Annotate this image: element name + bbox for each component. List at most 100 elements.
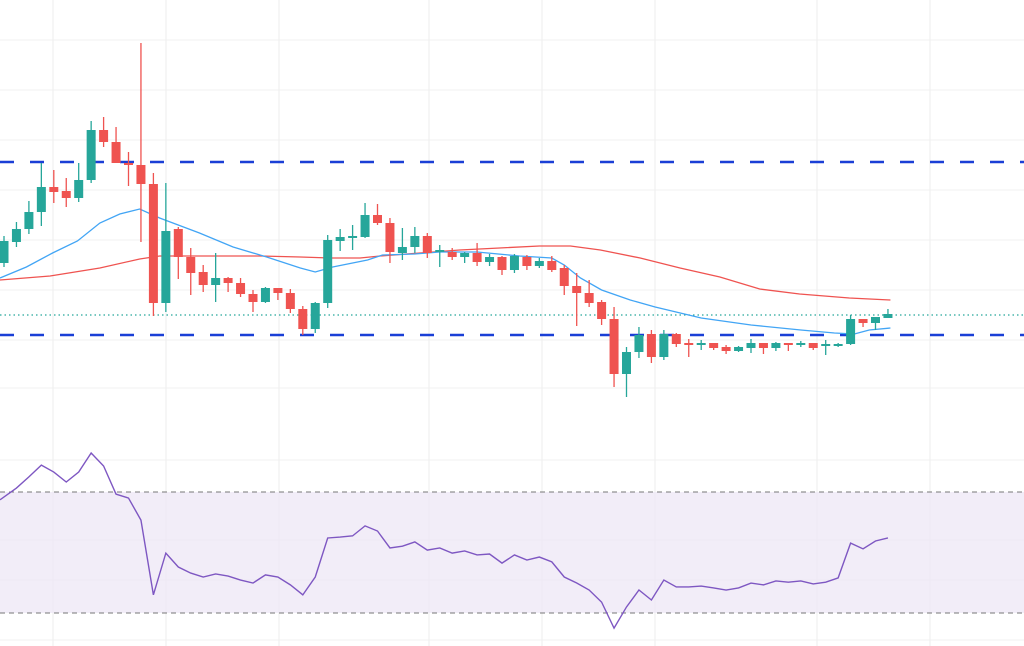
candle-body: [99, 130, 109, 142]
candle-body: [298, 309, 308, 329]
candle-body: [61, 191, 71, 198]
candle-up: [659, 330, 669, 360]
candle-up: [509, 254, 519, 273]
candle-up: [260, 287, 270, 303]
candle-up: [435, 245, 445, 267]
candle-down: [385, 218, 395, 263]
candle-down: [49, 170, 59, 203]
candle-up: [36, 163, 46, 226]
candle-up: [24, 201, 34, 234]
candle-body: [136, 165, 146, 184]
candle-body: [771, 343, 781, 348]
candle-down: [248, 290, 258, 312]
candle-down: [148, 173, 158, 316]
candle-body: [285, 293, 295, 309]
candle-down: [783, 343, 793, 351]
candle-down: [99, 117, 109, 147]
candle-down: [422, 233, 432, 258]
candle-down: [709, 343, 719, 350]
candle-up: [634, 327, 644, 358]
candle-body: [422, 236, 432, 253]
candle-down: [597, 300, 607, 325]
candle-down: [671, 333, 681, 347]
candle-body: [522, 257, 532, 266]
candle-body: [11, 229, 21, 242]
candle-up: [335, 229, 345, 251]
candle-down: [472, 243, 482, 266]
candle-body: [858, 319, 868, 323]
candle-body: [447, 252, 457, 257]
candle-body: [534, 261, 544, 266]
candle-body: [348, 236, 358, 238]
candle-body: [435, 250, 445, 252]
candle-body: [634, 335, 644, 352]
candle-body: [236, 283, 246, 294]
candle-up: [696, 340, 706, 350]
candle-body: [485, 257, 495, 262]
candle-down: [373, 204, 382, 225]
candles: [0, 43, 893, 397]
candle-body: [584, 293, 594, 303]
candle-body: [671, 334, 681, 344]
candle-body: [783, 343, 793, 345]
candle-body: [410, 236, 420, 247]
candle-body: [547, 261, 557, 270]
candle-down: [609, 307, 619, 387]
candle-up: [846, 315, 856, 345]
candle-body: [273, 288, 283, 293]
candle-body: [111, 142, 121, 163]
candle-down: [684, 339, 694, 357]
candle-down: [559, 265, 569, 295]
candle-body: [0, 241, 9, 263]
candle-body: [572, 286, 582, 293]
candle-body: [721, 347, 731, 351]
candle-up: [0, 236, 9, 267]
candle-down: [285, 289, 295, 313]
candle-body: [310, 303, 320, 329]
candle-body: [186, 257, 196, 273]
candle-body: [335, 237, 345, 241]
candle-down: [721, 345, 731, 354]
candle-down: [236, 278, 246, 297]
candle-body: [696, 343, 706, 345]
candle-down: [198, 265, 208, 292]
candle-body: [871, 317, 880, 323]
candle-body: [609, 319, 619, 374]
candle-body: [659, 334, 669, 357]
candle-body: [460, 253, 470, 257]
candle-down: [808, 343, 818, 350]
candle-body: [472, 253, 482, 262]
candle-body: [148, 184, 158, 303]
candle-body: [846, 319, 856, 344]
candle-body: [161, 231, 171, 303]
candle-up: [211, 253, 221, 302]
candle-body: [808, 343, 818, 348]
candle-body: [497, 257, 507, 270]
candle-up: [746, 339, 756, 353]
candle-body: [24, 212, 34, 229]
candle-down: [111, 127, 121, 163]
candle-down: [497, 256, 507, 275]
candle-down: [186, 248, 196, 295]
candle-body: [746, 343, 756, 348]
candle-up: [796, 341, 806, 347]
candle-body: [74, 180, 84, 198]
candle-up: [622, 347, 631, 397]
candle-up: [310, 302, 320, 333]
rsi-band: [0, 492, 1024, 613]
candle-body: [883, 314, 893, 318]
candle-down: [858, 319, 868, 327]
rsi-panel: [0, 451, 1024, 630]
candle-down: [124, 152, 133, 186]
candle-down: [758, 343, 768, 354]
candle-body: [211, 278, 221, 285]
candle-body: [622, 352, 631, 374]
candle-down: [447, 248, 457, 260]
candle-body: [124, 163, 133, 165]
candle-down: [61, 178, 71, 207]
candle-up: [86, 121, 96, 183]
slow-moving-average: [0, 245, 891, 301]
candle-up: [734, 346, 744, 352]
candle-body: [758, 343, 768, 348]
candle-up: [883, 309, 893, 318]
